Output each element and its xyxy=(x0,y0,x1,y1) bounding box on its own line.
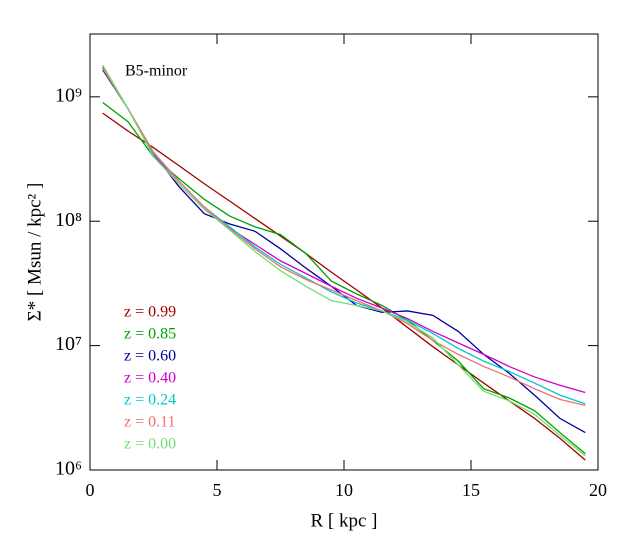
y-tick-label: 10⁶ xyxy=(55,458,82,480)
series-line xyxy=(102,67,586,407)
x-tick-label: 5 xyxy=(213,480,222,500)
legend-label: z = 0.99 xyxy=(124,304,176,321)
annotation: B5-minor xyxy=(125,63,188,80)
x-tick-label: 0 xyxy=(86,480,95,500)
y-axis-label: Σ* [ Msun / kpc² ] xyxy=(24,183,45,322)
x-tick-label: 20 xyxy=(589,480,607,500)
x-axis-label: R [ kpc ] xyxy=(310,510,377,531)
legend-label: z = 0.60 xyxy=(124,348,176,365)
y-tick-label: 10⁸ xyxy=(55,209,82,231)
y-tick-label: 10⁷ xyxy=(55,333,82,355)
legend-label: z = 0.24 xyxy=(124,392,176,409)
series-line xyxy=(102,112,586,461)
x-tick-label: 15 xyxy=(462,480,480,500)
legend-label: z = 0.11 xyxy=(124,414,176,431)
legend-label: z = 0.00 xyxy=(124,436,176,453)
legend-label: z = 0.40 xyxy=(124,370,176,387)
series-line xyxy=(102,64,586,457)
legend-label: z = 0.85 xyxy=(124,326,176,343)
series-line xyxy=(102,102,586,455)
series-line xyxy=(102,66,586,394)
y-tick-label: 10⁹ xyxy=(55,84,82,106)
x-tick-label: 10 xyxy=(335,480,353,500)
